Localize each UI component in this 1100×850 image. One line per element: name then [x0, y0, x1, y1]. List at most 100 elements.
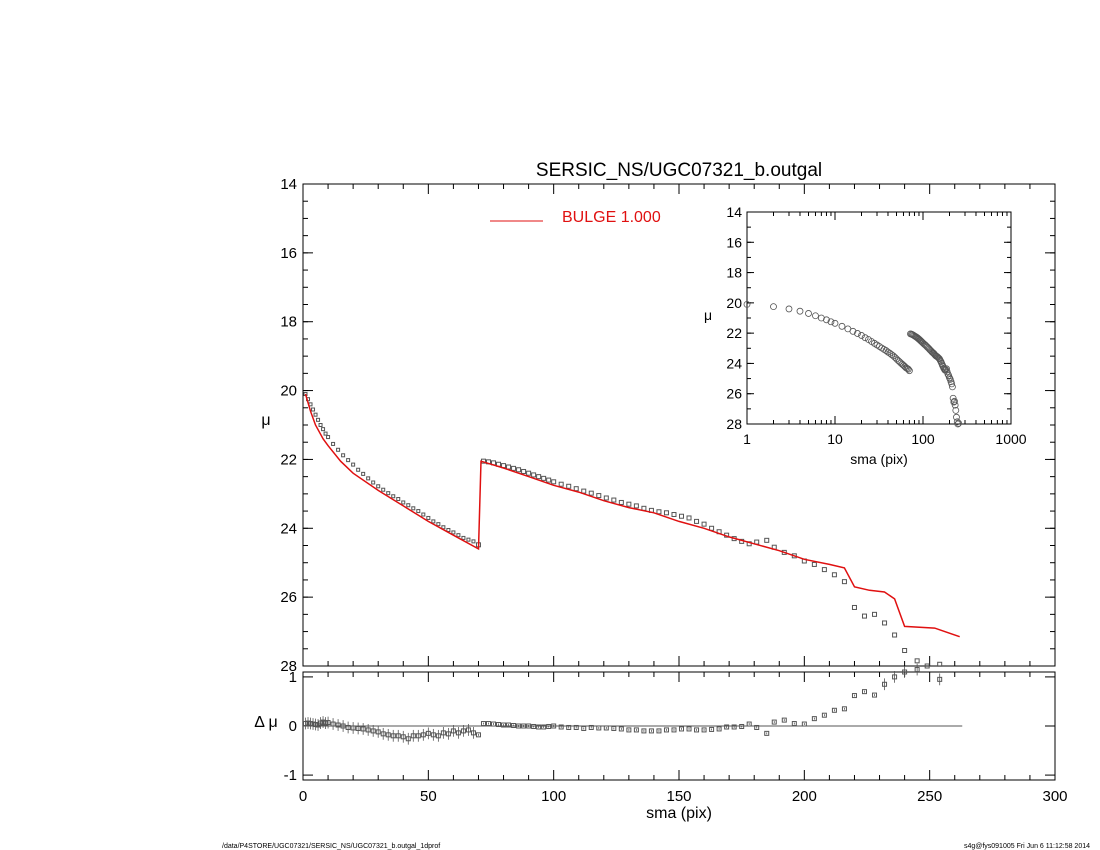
residual-point — [626, 727, 632, 733]
data-point — [603, 495, 609, 501]
main-panel: 14 16 18 20 22 24 26 28 μ BULGE 1.000 — [261, 176, 1056, 675]
inset-data-point — [946, 374, 953, 382]
inset-y-tick-label: 26 — [726, 386, 742, 402]
data-point — [573, 486, 579, 492]
residual-point — [506, 722, 512, 728]
data-point — [386, 491, 391, 496]
inset-data-point — [935, 354, 943, 362]
data-point — [701, 521, 707, 527]
residual-point — [435, 733, 441, 739]
residual-point — [694, 727, 700, 733]
inset-x-tick-label: 100 — [911, 431, 935, 447]
residual-point — [791, 721, 797, 727]
inset-x-tick-label: 1 — [743, 431, 751, 447]
data-point — [851, 604, 857, 610]
residual-point — [531, 723, 537, 729]
data-point — [451, 530, 456, 535]
residual-point — [330, 721, 336, 727]
inset-x-tick-labels: 1 10 100 1000 — [743, 431, 1027, 447]
data-point — [461, 535, 466, 540]
residual-point — [415, 733, 421, 739]
data-point — [611, 497, 617, 503]
x-tick-labels: 0 50 100 150 200 250 300 — [299, 788, 1068, 805]
residual-point — [596, 725, 602, 731]
inset-data-point — [950, 398, 958, 406]
y-tick-label: 26 — [280, 589, 297, 606]
data-point — [694, 518, 700, 524]
x-tick-label: 50 — [420, 788, 437, 805]
inset-data-point — [812, 312, 819, 320]
data-point — [581, 488, 587, 494]
inset-data-point — [858, 332, 865, 339]
inset-x-axis-label: sma (pix) — [850, 451, 908, 467]
residual-axis-ticks — [302, 672, 1056, 780]
residual-point — [633, 727, 639, 733]
data-point — [558, 481, 564, 487]
residual-point — [308, 721, 314, 727]
residual-point — [716, 726, 722, 732]
footer-file-path: /data/P4STORE/UGC07321/SERSIC_NS/UGC0732… — [222, 843, 440, 850]
data-point — [346, 458, 351, 463]
inset-y-tick-labels: 14 16 18 20 22 24 26 28 — [726, 204, 742, 432]
inset-data-point — [955, 419, 963, 427]
main-data-points — [303, 392, 943, 669]
inset-data-point — [951, 401, 959, 409]
residual-point — [380, 731, 386, 737]
data-point — [416, 509, 421, 514]
residual-point — [491, 721, 497, 727]
data-point — [516, 467, 522, 473]
inset-data-points — [743, 300, 963, 428]
data-point — [471, 539, 476, 544]
inset-y-axis-label: μ — [704, 307, 712, 323]
data-point — [381, 487, 386, 492]
data-point — [326, 435, 331, 440]
data-point — [311, 407, 316, 412]
data-point — [366, 476, 371, 481]
inset-data-point — [854, 330, 861, 337]
data-point — [446, 528, 451, 533]
inset-data-point — [861, 334, 869, 342]
inset-data-point — [904, 365, 912, 373]
data-point — [633, 503, 639, 509]
data-point — [376, 484, 381, 489]
data-point — [902, 648, 908, 654]
inset-x-tick-label: 1000 — [995, 431, 1026, 447]
data-point — [441, 525, 446, 530]
data-point — [679, 513, 685, 519]
residual-point — [811, 716, 817, 722]
data-point — [618, 499, 624, 505]
y-tick-label: 22 — [280, 451, 297, 468]
residual-point — [450, 728, 456, 734]
inset-data-point — [823, 316, 830, 324]
residual-point — [671, 727, 677, 733]
inset-data-point — [903, 365, 911, 372]
data-point — [313, 412, 318, 417]
residual-point — [656, 728, 662, 734]
residual-point — [355, 725, 361, 731]
residual-point — [305, 720, 311, 726]
main-y-axis-label: μ — [261, 412, 270, 429]
residual-point — [764, 730, 770, 736]
x-tick-label: 300 — [1042, 788, 1067, 805]
data-point — [541, 475, 547, 481]
data-point — [421, 512, 426, 517]
residual-point — [781, 717, 787, 723]
data-point — [588, 490, 594, 496]
residual-point — [566, 724, 572, 730]
data-point — [406, 503, 411, 508]
legend-label-bulge: BULGE 1.000 — [562, 209, 661, 226]
residual-y-tick-labels: 1 0 -1 — [284, 669, 297, 784]
residual-point — [345, 724, 351, 730]
data-point — [882, 620, 888, 626]
residual-point — [663, 727, 669, 733]
data-point — [924, 663, 930, 669]
residual-point — [872, 692, 878, 698]
data-point — [511, 465, 517, 471]
data-point — [411, 506, 416, 511]
data-point — [331, 441, 336, 446]
main-axis-ticks — [302, 183, 1056, 667]
data-point — [356, 467, 361, 472]
residual-point — [801, 721, 807, 727]
data-point — [686, 515, 692, 521]
